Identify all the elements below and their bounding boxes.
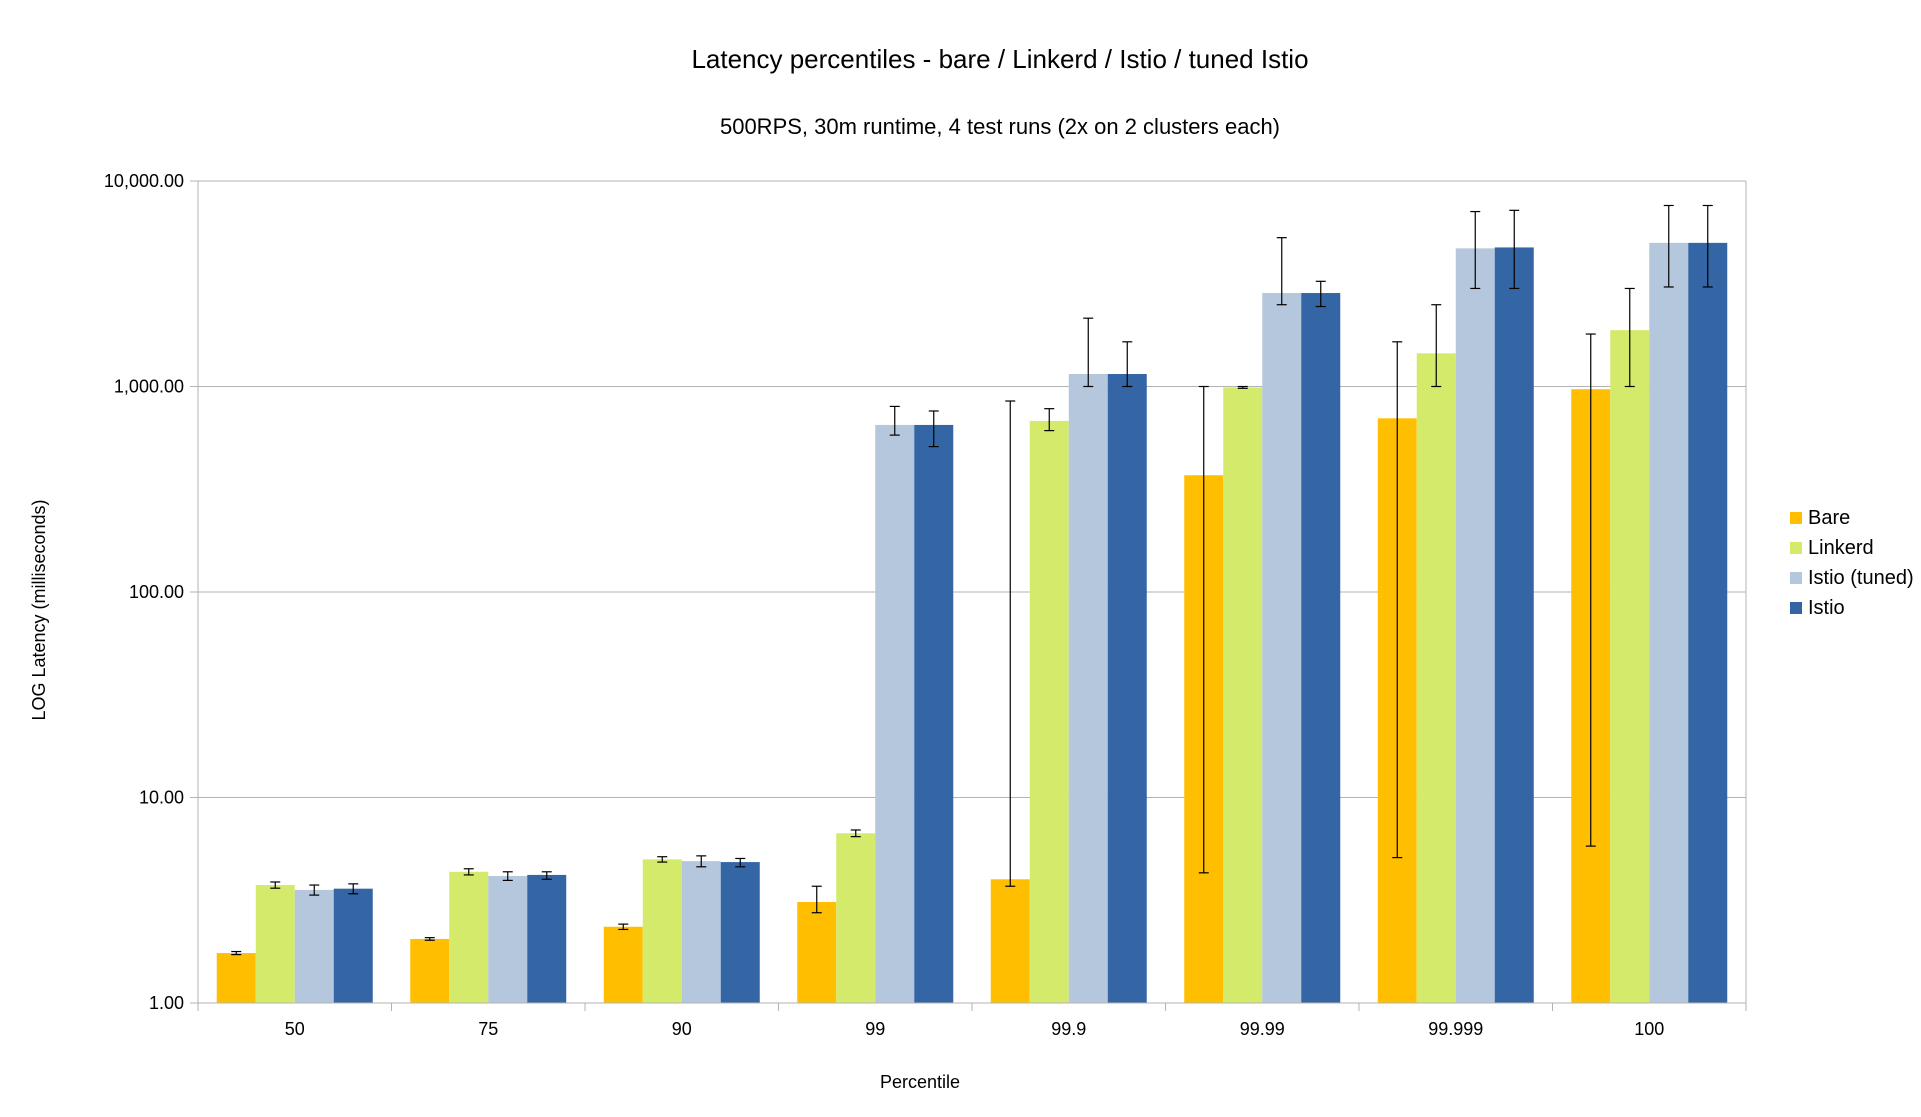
bar-istio [1688,242,1728,1003]
bar-linkerd [255,885,295,1003]
x-tick-label: 50 [285,1019,305,1039]
x-axis-title: Percentile [880,1072,960,1092]
chart-title: Latency percentiles - bare / Linkerd / I… [691,44,1308,74]
legend-label: Istio [1808,597,1845,619]
bar-istio [720,862,760,1003]
bar-istio-tuned- [488,875,528,1003]
y-tick-label: 10.00 [139,788,184,808]
y-tick-label: 100.00 [129,582,184,602]
bar-linkerd [1029,420,1069,1003]
y-tick-label: 10,000.00 [104,171,184,191]
x-tick-label: 99.99 [1240,1019,1285,1039]
legend-swatch [1790,572,1802,584]
legend: Bare Linkerd Istio (tuned) Istio [1790,507,1914,619]
bar-istio-tuned- [875,424,915,1004]
legend-swatch [1790,512,1802,524]
x-tick-label: 90 [672,1019,692,1039]
legend-swatch [1790,602,1802,614]
x-tick-label: 99.9 [1051,1019,1086,1039]
bar-linkerd [642,859,682,1003]
y-tick-label: 1,000.00 [114,377,184,397]
bar-bare [410,938,450,1003]
x-tick-label: 100 [1634,1019,1664,1039]
bars [216,204,1728,1004]
bar-linkerd [449,871,489,1003]
x-tick-label: 99 [865,1019,885,1039]
bar-bare [797,902,837,1003]
x-tick-label: 99.999 [1428,1019,1483,1039]
bar-istio [527,874,567,1003]
bar-istio [1301,293,1341,1003]
x-tick-label: 75 [478,1019,498,1039]
bar-linkerd [1223,387,1263,1003]
bar-istio-tuned- [681,861,721,1003]
legend-label: Istio (tuned) [1808,567,1914,589]
bar-istio-tuned- [1649,242,1689,1003]
bar-istio [333,888,373,1003]
bar-linkerd [1610,330,1650,1004]
bar-bare [216,953,256,1003]
y-axis-title: LOG Latency (milliseconds) [29,499,49,720]
bar-linkerd [836,833,876,1003]
legend-swatch [1790,542,1802,554]
bar-bare [990,879,1030,1003]
bar-istio [914,424,954,1004]
tick-labels: 1.00 10.00 100.00 1,000.00 10,000.00 50 75 90 99… [104,171,1664,1039]
legend-label: Linkerd [1808,537,1874,559]
bar-istio [1107,374,1147,1003]
bar-istio-tuned- [1068,374,1108,1003]
bar-istio-tuned- [1262,293,1302,1003]
bar-istio-tuned- [294,889,334,1003]
bar-bare [603,926,643,1003]
legend-label: Bare [1808,507,1850,529]
bar-linkerd [1416,353,1456,1003]
bar-istio-tuned- [1455,248,1495,1003]
bar-istio [1494,247,1534,1004]
axes [190,180,1747,1011]
y-tick-label: 1.00 [149,993,184,1013]
chart-subtitle: 500RPS, 30m runtime, 4 test runs (2x on … [720,114,1280,139]
